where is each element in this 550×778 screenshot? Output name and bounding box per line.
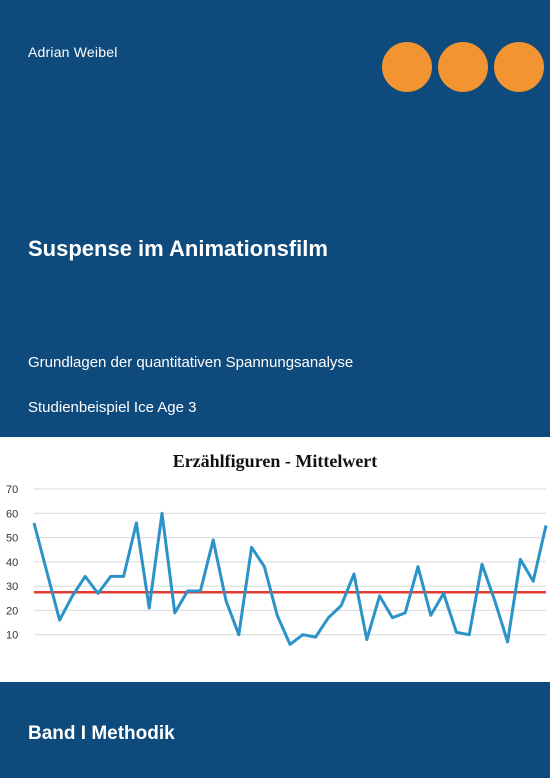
chart-title: Erzählfiguren - Mittelwert bbox=[172, 451, 378, 471]
orange-dot-icon bbox=[382, 42, 432, 92]
y-tick-label: 40 bbox=[6, 557, 18, 569]
series-line bbox=[32, 511, 548, 646]
y-tick-label: 30 bbox=[6, 581, 18, 593]
orange-dot-icon bbox=[438, 42, 488, 92]
chart-panel: Erzählfiguren - Mittelwert 10 20 30 40 50 60 7… bbox=[0, 437, 550, 682]
book-title: Suspense im Animationsfilm bbox=[28, 236, 328, 261]
study-example: Studienbeispiel Ice Age 3 bbox=[28, 399, 197, 416]
y-tick-label: 70 bbox=[6, 484, 18, 496]
decorative-dots bbox=[382, 42, 544, 92]
book-subtitle: Grundlagen der quantitativen Spannungsan… bbox=[28, 354, 354, 371]
y-tick-label: 60 bbox=[6, 508, 18, 520]
y-tick-label: 50 bbox=[6, 533, 18, 545]
y-tick-label: 10 bbox=[6, 630, 18, 642]
y-tick-label: 20 bbox=[6, 605, 18, 617]
author-name: Adrian Weibel bbox=[28, 44, 118, 60]
line-chart: 10 20 30 40 50 60 70 bbox=[6, 484, 548, 646]
orange-dot-icon bbox=[494, 42, 544, 92]
volume-label: Band I Methodik bbox=[28, 723, 175, 744]
